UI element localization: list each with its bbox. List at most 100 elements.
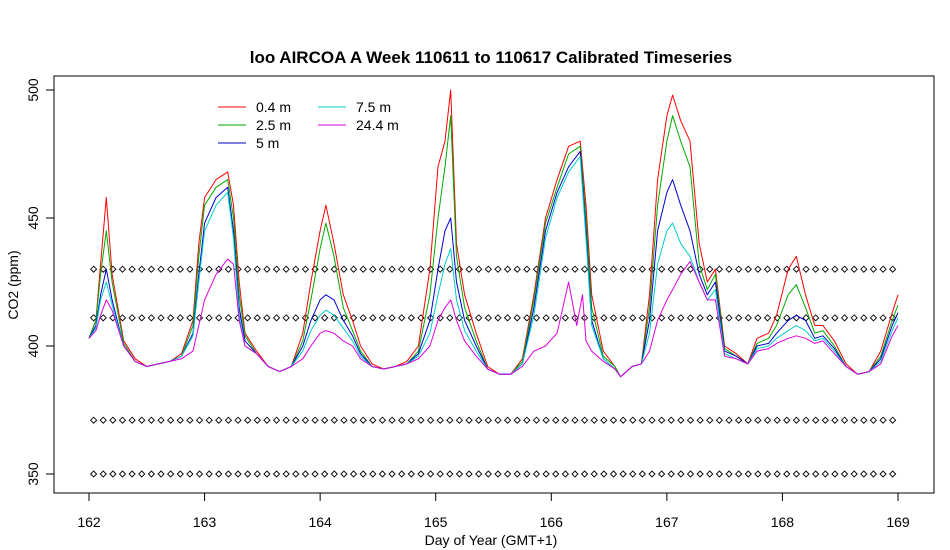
calibration-marker (224, 416, 233, 424)
calibration-marker (330, 470, 338, 478)
calibration-marker (253, 265, 261, 273)
calibration-marker (378, 314, 387, 322)
calibration-marker (426, 416, 435, 424)
calibration-marker (889, 265, 897, 273)
calibration-marker (523, 470, 531, 478)
calibration-marker (301, 416, 310, 424)
calibration-marker (244, 314, 252, 322)
calibration-marker (831, 314, 839, 322)
calibration-marker (783, 314, 791, 322)
x-axis-label: Day of Year (GMT+1) (425, 532, 558, 548)
calibration-marker (754, 416, 762, 424)
x-tick-label: 164 (308, 514, 332, 530)
calibration-marker (657, 416, 666, 424)
calibration-marker (195, 314, 204, 322)
calibration-marker (725, 470, 733, 478)
calibration-marker (552, 265, 560, 273)
calibration-marker (138, 470, 146, 478)
calibration-marker (840, 265, 849, 273)
calibration-marker (706, 470, 714, 478)
calibration-marker (590, 416, 598, 424)
calibration-marker (388, 314, 396, 322)
calibration-marker (513, 416, 521, 424)
calibration-marker (215, 314, 223, 322)
calibration-marker (282, 314, 290, 322)
calibration-marker (513, 470, 521, 478)
calibration-marker (619, 416, 627, 424)
calibration-marker (850, 265, 858, 273)
calibration-markers (89, 265, 897, 478)
calibration-marker (118, 470, 127, 478)
calibration-marker (475, 314, 483, 322)
y-tick-label: 450 (25, 206, 41, 230)
calibration-marker (860, 265, 868, 273)
calibration-marker (436, 470, 444, 478)
calibration-marker (369, 265, 377, 273)
calibration-marker (725, 416, 733, 424)
calibration-marker (99, 470, 107, 478)
calibration-marker (696, 416, 704, 424)
calibration-marker (754, 314, 762, 322)
calibration-marker (648, 470, 656, 478)
calibration-marker (109, 416, 117, 424)
calibration-marker (369, 470, 377, 478)
calibration-marker (407, 265, 415, 273)
calibration-marker (677, 265, 685, 273)
calibration-marker (850, 416, 858, 424)
legend-label: 7.5 m (356, 99, 391, 115)
calibration-marker (398, 470, 406, 478)
calibration-marker (167, 416, 175, 424)
calibration-marker (542, 314, 550, 322)
calibration-marker (292, 265, 300, 273)
calibration-marker (812, 265, 820, 273)
calibration-marker (879, 265, 887, 273)
calibration-marker (272, 314, 281, 322)
calibration-marker (321, 416, 329, 424)
calibration-marker (552, 314, 560, 322)
calibration-marker (224, 265, 233, 273)
calibration-marker (629, 470, 637, 478)
calibration-marker (821, 470, 829, 478)
calibration-marker (407, 314, 415, 322)
calibration-marker (696, 470, 704, 478)
calibration-marker (821, 265, 829, 273)
calibration-marker (686, 314, 695, 322)
calibration-marker (455, 416, 464, 424)
calibration-marker (475, 470, 483, 478)
calibration-marker (417, 416, 425, 424)
calibration-marker (792, 416, 801, 424)
calibration-marker (850, 314, 858, 322)
calibration-marker (503, 470, 512, 478)
calibration-marker (272, 265, 281, 273)
calibration-marker (763, 470, 772, 478)
calibration-marker (484, 416, 492, 424)
calibration-marker (349, 416, 358, 424)
calibration-marker (638, 416, 647, 424)
calibration-marker (234, 314, 242, 322)
calibration-marker (167, 265, 175, 273)
calibration-marker (696, 314, 704, 322)
calibration-marker (388, 416, 396, 424)
calibration-marker (609, 416, 618, 424)
calibration-marker (580, 470, 589, 478)
calibration-marker (744, 265, 752, 273)
x-tick-label: 165 (424, 514, 448, 530)
calibration-marker (417, 265, 425, 273)
calibration-marker (552, 470, 560, 478)
calibration-marker (359, 265, 367, 273)
calibration-marker (783, 416, 791, 424)
calibration-marker (735, 265, 743, 273)
calibration-marker (802, 416, 810, 424)
calibration-marker (532, 314, 541, 322)
chart-title: loo AIRCOA A Week 110611 to 110617 Calib… (250, 48, 733, 67)
calibration-marker (311, 470, 319, 478)
calibration-marker (398, 265, 406, 273)
calibration-marker (89, 416, 98, 424)
calibration-marker (725, 314, 733, 322)
x-tick-label: 163 (193, 514, 217, 530)
calibration-marker (609, 314, 618, 322)
calibration-marker (359, 416, 367, 424)
calibration-marker (744, 470, 752, 478)
calibration-marker (186, 416, 194, 424)
calibration-marker (426, 470, 435, 478)
